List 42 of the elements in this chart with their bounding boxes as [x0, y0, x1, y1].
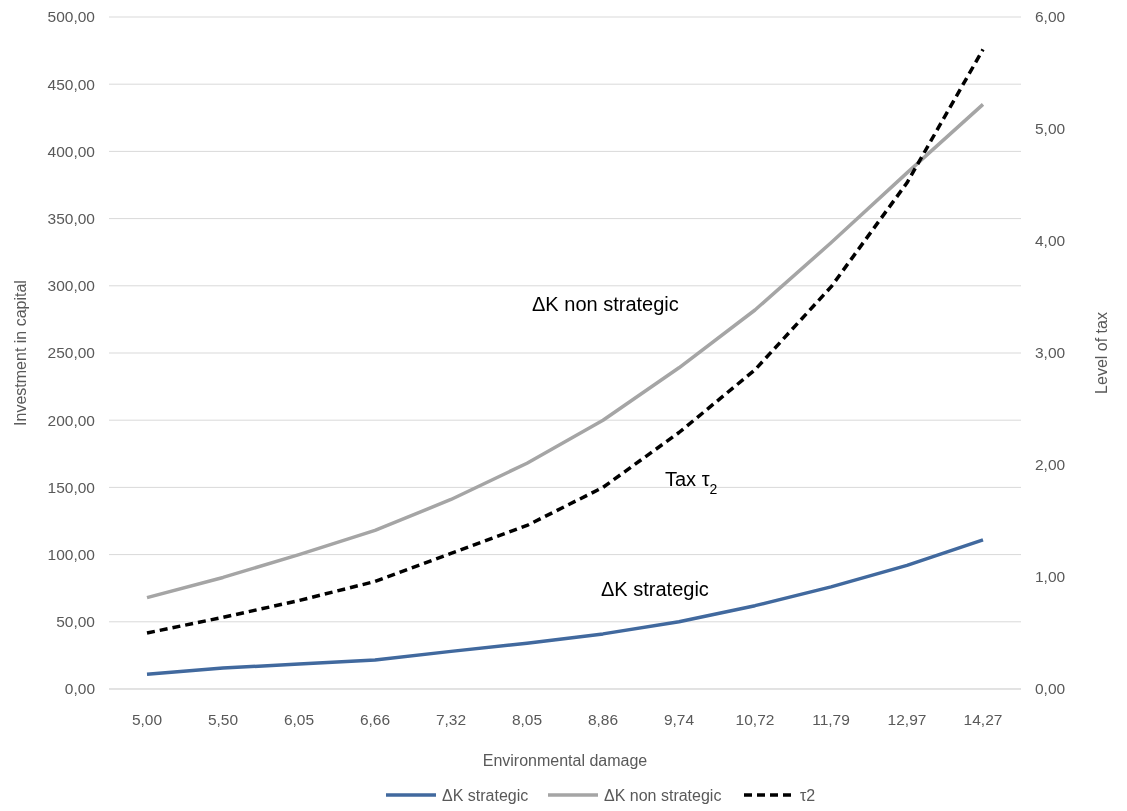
y2-tick-label: 4,00: [1035, 232, 1066, 250]
x-tick-label: 9,74: [663, 711, 695, 728]
x-tick-label: 8,86: [587, 711, 619, 728]
x-tick-label: 14,27: [963, 711, 1003, 728]
y-tick-label: 250,00: [47, 344, 96, 362]
legend-label: ΔK non strategic: [604, 786, 722, 804]
y-tick-label: 400,00: [47, 142, 96, 160]
y-axis-title: Investment in capital: [12, 280, 29, 426]
x-tick-label: 11,79: [812, 711, 850, 728]
x-tick-label: 8,05: [511, 711, 543, 728]
y-tick-label: 350,00: [47, 210, 96, 228]
annotation: ΔK strategic: [601, 578, 709, 600]
y-tick-label: 200,00: [47, 411, 96, 429]
y2-tick-label: 0,00: [1035, 680, 1066, 698]
x-tick-label: 7,32: [435, 711, 467, 728]
annotation: ΔK non strategic: [532, 293, 679, 315]
line-series: [145, 538, 985, 676]
legend-label: τ2: [800, 786, 816, 804]
y2-tick-label: 6,00: [1035, 8, 1066, 26]
y-tick-label: 150,00: [47, 478, 96, 496]
x-tick-label: 5,00: [131, 711, 163, 728]
y-tick-label: 50,00: [56, 613, 96, 631]
line-series: [145, 47, 985, 635]
x-tick-label: 12,97: [887, 711, 927, 728]
y2-tick-label: 2,00: [1035, 456, 1066, 474]
y-tick-label: 0,00: [64, 680, 96, 698]
y-tick-label: 100,00: [47, 546, 96, 564]
x-tick-label: 10,72: [735, 711, 775, 728]
x-tick-label: 5,50: [207, 711, 239, 728]
y-tick-label: 300,00: [47, 277, 96, 295]
y-tick-label: 450,00: [47, 75, 96, 93]
y2-tick-label: 3,00: [1035, 344, 1066, 362]
y2-tick-label: 1,00: [1035, 568, 1066, 586]
legend-label: ΔK strategic: [442, 786, 529, 804]
x-axis-title: Environmental damage: [482, 752, 648, 769]
y-tick-label: 500,00: [47, 8, 96, 26]
x-tick-label: 6,66: [359, 711, 391, 728]
y2-axis-title: Level of tax: [1093, 312, 1110, 394]
annotation: Tax τ$_{2}$: [665, 468, 718, 497]
x-tick-label: 6,05: [283, 711, 315, 728]
line-series: [145, 102, 985, 600]
y2-tick-label: 5,00: [1035, 120, 1066, 138]
